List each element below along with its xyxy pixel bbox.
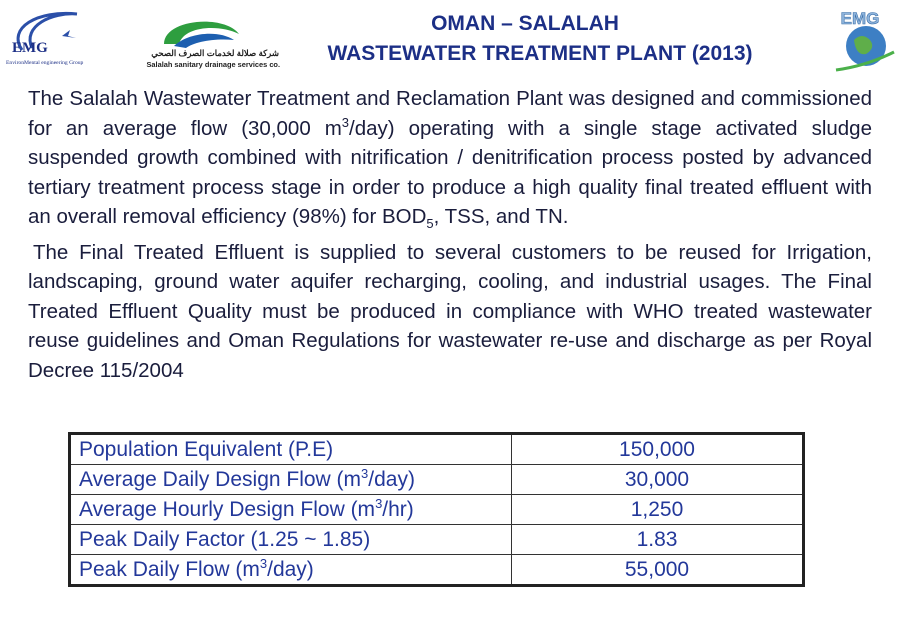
logo-name: EMG: [841, 9, 880, 28]
text-run: Peak Daily Flow (m: [79, 557, 260, 581]
text-run: /day) operating with a single stage acti…: [28, 116, 872, 229]
text-run: /hr): [382, 497, 414, 521]
logo-land: [854, 36, 873, 55]
superscript: 3: [361, 465, 369, 481]
logo-tagline: EnvironMental engineering Group: [6, 60, 84, 66]
table-row: Peak Daily Flow (m3/day) 55,000: [69, 554, 804, 586]
logo-arabic: شركة صلالة لخدمات الصرف الصحي: [151, 48, 279, 59]
row-value: 1.83: [511, 524, 804, 555]
superscript: 3: [341, 114, 350, 130]
title-line: WASTEWATER TREATMENT PLANT (2013): [327, 42, 753, 65]
table-row: Average Hourly Design Flow (m3/hr) 1,250: [69, 494, 804, 525]
salalah-logo: شركة صلالة لخدمات الصرف الصحي Salalah sa…: [146, 21, 280, 69]
table-row: Average Daily Design Flow (m3/day) 30,000: [69, 464, 804, 495]
emg-logo-left: EMG EnvironMental engineering Group: [6, 11, 84, 66]
row-value: 150,000: [511, 433, 804, 465]
text-run: Average Hourly Design Flow (m: [79, 497, 376, 521]
body-text: The Salalah Wastewater Treatment and Rec…: [28, 84, 872, 391]
row-value: 1,250: [511, 494, 804, 525]
superscript: 3: [375, 495, 383, 511]
logo-swoosh: [16, 11, 78, 51]
paragraph: The Salalah Wastewater Treatment and Rec…: [28, 84, 872, 232]
logo-swoosh: [835, 50, 895, 72]
table-row: Peak Daily Factor (1.25 ~ 1.85) 1.83: [69, 524, 804, 555]
text-run: Population Equivalent (P.E): [79, 437, 334, 461]
data-table: Population Equivalent (P.E) 150,000 Averag…: [68, 432, 805, 587]
logo-name: EMG: [12, 40, 48, 56]
logo-bird: [62, 30, 76, 38]
logo-shape-blue: [174, 33, 234, 48]
row-value: 55,000: [511, 554, 804, 586]
row-label: Population Equivalent (P.E): [69, 433, 512, 465]
row-label: Peak Daily Flow (m3/day): [69, 554, 512, 586]
text-run: , TSS, and TN.: [433, 205, 569, 228]
table-row: Population Equivalent (P.E) 150,000: [69, 433, 804, 465]
emg-logo-right: EMG: [835, 9, 895, 72]
superscript: 3: [259, 555, 268, 571]
table-body: Population Equivalent (P.E) 150,000 Averag…: [69, 433, 804, 586]
text-run: Average Daily Design Flow (m: [79, 467, 362, 491]
logo-shape-green: [164, 21, 239, 44]
text-run: /day): [368, 467, 415, 491]
row-value: 30,000: [511, 464, 804, 495]
title-line: OMAN – SALALAH: [431, 12, 619, 35]
text-run: The Salalah Wastewater Treatment and Rec…: [28, 87, 872, 140]
row-label: Peak Daily Factor (1.25 ~ 1.85): [69, 524, 512, 555]
paragraph: The Final Treated Effluent is supplied t…: [28, 238, 872, 386]
text-run: /day): [267, 557, 314, 581]
subscript: 5: [426, 216, 434, 232]
text-run: Peak Daily Factor (1.25 ~ 1.85): [79, 527, 371, 551]
row-label: Average Hourly Design Flow (m3/hr): [69, 494, 512, 525]
logo-english: Salalah sanitary drainage services co.: [146, 60, 280, 69]
row-label: Average Daily Design Flow (m3/day): [69, 464, 512, 495]
text-run: The Final Treated Effluent is supplied t…: [28, 240, 872, 382]
